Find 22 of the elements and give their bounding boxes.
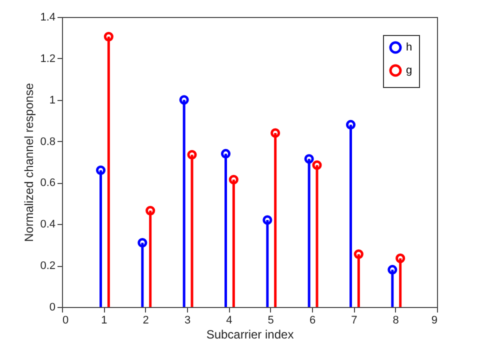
y-tick-label: 0.6 — [40, 177, 56, 190]
x-tick-label: 4 — [226, 314, 232, 326]
y-tick-label: 0 — [49, 302, 56, 314]
x-tick-label: 9 — [431, 314, 438, 326]
y-tick-label: 1 — [49, 94, 56, 106]
x-tick-label: 0 — [62, 314, 69, 326]
legend-label: h — [406, 42, 412, 54]
x-axis-title: Subcarrier index — [206, 328, 294, 342]
y-tick-label: 1.2 — [40, 52, 56, 65]
x-tick-label: 3 — [184, 314, 191, 326]
y-tick-label: 0.4 — [40, 218, 56, 231]
x-tick-label: 7 — [351, 314, 358, 326]
x-tick-label: 8 — [392, 314, 399, 326]
y-tick-label: 0.8 — [40, 136, 56, 148]
y-tick-label: 0.2 — [40, 260, 56, 272]
y-tick-label: 1.4 — [40, 12, 56, 24]
x-tick-label: 2 — [142, 314, 149, 326]
y-axis-title: Normalized channel response — [22, 82, 36, 242]
x-tick-label: 6 — [309, 314, 316, 326]
legend-label: g — [406, 64, 412, 76]
x-tick-label: 5 — [268, 314, 274, 326]
x-tick-label: 1 — [101, 314, 108, 326]
